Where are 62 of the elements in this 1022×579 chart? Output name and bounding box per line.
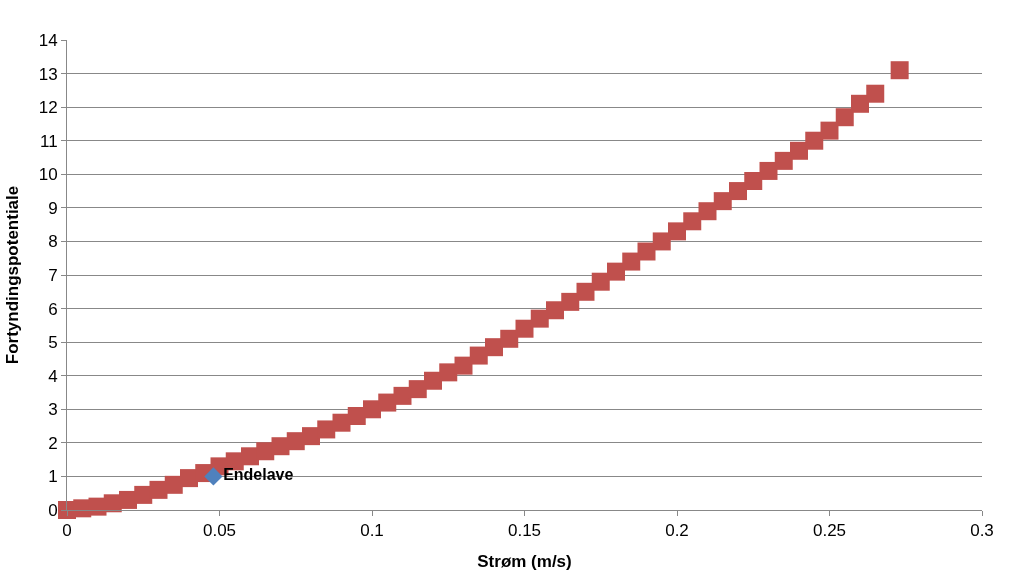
y-tick-label: 11 (39, 131, 58, 151)
x-tick-label: 0 (62, 521, 72, 541)
point (698, 202, 717, 221)
y-tick-label: 4 (48, 366, 58, 386)
y-tick-label: 3 (48, 400, 58, 420)
point (439, 363, 458, 382)
point (683, 212, 702, 231)
point (424, 371, 442, 390)
point (744, 172, 763, 190)
series-label: Endelave (223, 466, 294, 484)
y-tick-label: 1 (48, 467, 58, 487)
y-tick-label: 14 (38, 30, 58, 50)
point (530, 309, 549, 328)
point (652, 232, 671, 251)
point (835, 108, 854, 127)
x-tick-label: 0.05 (202, 521, 237, 541)
point (204, 467, 223, 486)
point (378, 393, 397, 412)
point (134, 485, 153, 504)
point (759, 161, 778, 180)
point (851, 94, 869, 113)
point (546, 301, 564, 320)
y-tick-label: 8 (48, 232, 58, 252)
x-tick-label: 0.3 (970, 521, 994, 541)
x-axis-title: Strøm (m/s) (477, 551, 572, 571)
x-tick-label: 0.1 (360, 521, 384, 541)
point (805, 131, 824, 150)
y-axis-title: Fortyndingspotentiale (3, 185, 23, 365)
point (607, 262, 625, 281)
point (515, 319, 534, 338)
y-tick-label: 10 (38, 165, 58, 185)
y-tick-label: 2 (48, 433, 58, 453)
y-tick-label: 12 (38, 98, 58, 118)
point (256, 442, 275, 461)
point (790, 141, 808, 160)
y-tick-label: 6 (48, 299, 58, 319)
point (500, 329, 519, 348)
point (408, 380, 427, 399)
point (866, 84, 885, 103)
point (774, 151, 793, 170)
point (637, 242, 656, 261)
point (591, 272, 610, 291)
y-tick-label: 0 (48, 500, 58, 520)
point (622, 252, 641, 271)
x-tick-label: 0.25 (812, 521, 847, 541)
point (454, 356, 473, 375)
point (317, 420, 336, 439)
y-tick-label: 9 (48, 198, 58, 218)
point (561, 292, 580, 311)
x-tick-label: 0.15 (507, 521, 542, 541)
point (469, 346, 488, 365)
point (890, 61, 909, 80)
point (668, 222, 686, 241)
point (820, 121, 839, 140)
y-tick-label: 7 (48, 265, 58, 285)
y-tick-label: 5 (48, 333, 58, 353)
point (713, 192, 732, 211)
point (485, 338, 503, 357)
point (576, 282, 595, 301)
y-tick-label: 13 (38, 64, 58, 84)
x-tick-label: 0.2 (665, 521, 689, 541)
point (729, 182, 747, 201)
